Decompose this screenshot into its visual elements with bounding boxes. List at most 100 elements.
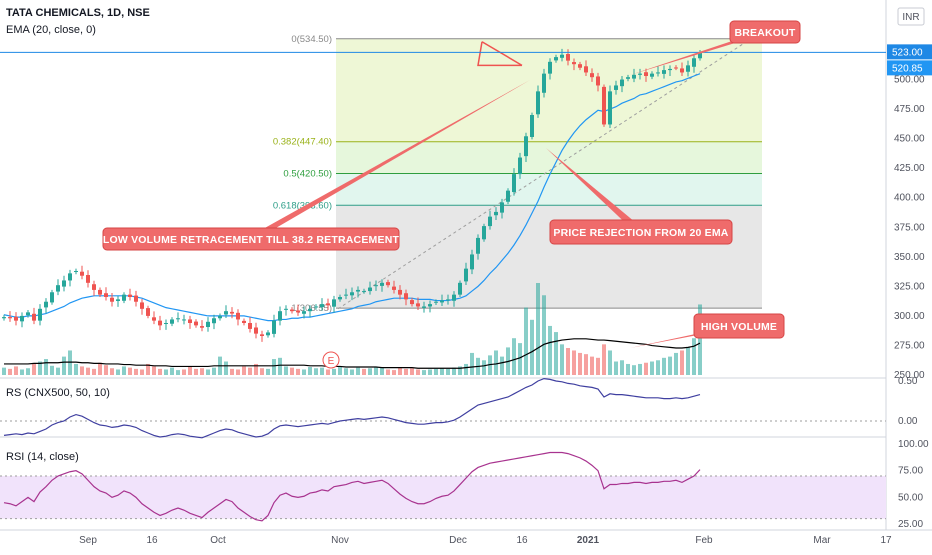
price-axis[interactable]: 250.00 275.00 300.00 325.00 350.00 375.00 400.…: [887, 44, 932, 530]
candle-body: [668, 68, 672, 71]
volume-bar: [206, 369, 210, 375]
candle-body: [536, 91, 540, 115]
candle-body: [500, 202, 504, 213]
volume-bar: [326, 369, 330, 375]
candle-body: [284, 308, 288, 310]
candle-body: [398, 289, 402, 295]
volume-bar: [80, 366, 84, 375]
candle-body: [140, 302, 144, 309]
candle-body: [290, 309, 294, 312]
volume-bar: [164, 369, 168, 375]
fibonacci-levels: 0(534.50) 0.382(447.40) 0.5(420.50) 0.618(3…: [273, 34, 762, 314]
volume-bar: [170, 367, 174, 375]
volume-bar: [194, 368, 198, 375]
volume-bar: [698, 304, 702, 375]
price-tick: 400.00: [894, 193, 925, 204]
volume-bar: [668, 356, 672, 375]
candle-body: [194, 321, 198, 326]
candle-body: [260, 334, 264, 336]
volume-bar: [692, 338, 696, 375]
volume-bar: [374, 367, 378, 375]
volume-bar: [452, 367, 456, 375]
candle-body: [212, 318, 216, 324]
candle-body: [650, 73, 654, 77]
annotation-box[interactable]: [729, 20, 801, 44]
volume-bar: [410, 368, 414, 375]
volume-bar: [284, 366, 288, 375]
candle-body: [374, 285, 378, 287]
volume-bar: [314, 368, 318, 375]
volume-bar: [554, 332, 558, 375]
candle-body: [386, 282, 390, 286]
fib-label-2: 0.5(420.50): [283, 169, 332, 180]
candle-body: [464, 268, 468, 282]
price-tick: 325.00: [894, 281, 925, 292]
volume-bar: [512, 338, 516, 375]
rs-line: [3, 377, 701, 439]
volume-bar: [68, 350, 72, 375]
fib-label-4: 1(306.55): [291, 303, 332, 314]
volume-bar: [620, 360, 624, 375]
candle-body: [560, 54, 564, 58]
candle-body: [320, 304, 324, 308]
volume-bar: [398, 367, 402, 375]
ema-legend: EMA (20, close, 0): [6, 24, 96, 36]
time-tick: Feb: [695, 535, 713, 546]
candle-body: [422, 306, 426, 308]
annotation-box[interactable]: [693, 313, 785, 339]
candle-body: [164, 323, 168, 324]
price-tick: 450.00: [894, 134, 925, 145]
volume-bar: [386, 369, 390, 375]
volume-bar: [500, 356, 504, 375]
candle-body: [602, 86, 606, 125]
volume-bar: [254, 363, 258, 375]
volume-bar: [686, 347, 690, 375]
annotation-box[interactable]: [102, 227, 400, 251]
trendline-dashed: [337, 38, 751, 310]
candle-body: [308, 308, 312, 312]
candle-body: [698, 52, 702, 59]
earnings-marker-icon[interactable]: [322, 351, 340, 369]
candle-body: [32, 313, 36, 321]
volume-bar: [146, 363, 150, 375]
candle-body: [572, 62, 576, 65]
volume-bar: [92, 368, 96, 375]
candle-body: [80, 271, 84, 276]
volume-bar: [344, 368, 348, 375]
ema-price-value: 520.85: [892, 63, 923, 74]
volume-bar: [176, 370, 180, 375]
volume-bar: [524, 307, 528, 375]
candle-body: [578, 64, 582, 68]
volume-bar: [560, 344, 564, 375]
volume-bar: [572, 350, 576, 375]
time-axis[interactable]: Sep 16 Oct Nov Dec 16 2021 Feb Mar 17: [79, 535, 892, 546]
volume-bar: [536, 283, 540, 375]
candle-body: [278, 311, 282, 321]
annotations: BREAKOUT LOW VOLUME RETRACEMENT TILL 38.2…: [102, 20, 801, 348]
candle-body: [98, 289, 102, 295]
candle-body: [38, 308, 42, 321]
candle-body: [626, 77, 630, 79]
candle-body: [362, 291, 366, 293]
volume-bar: [404, 368, 408, 375]
candle-body: [134, 295, 138, 302]
volume-bar: [14, 366, 18, 375]
fib-label-3: 0.618(393.60): [273, 200, 332, 211]
candle-body: [410, 300, 414, 305]
volume-bar: [122, 366, 126, 375]
annotation-box[interactable]: [549, 219, 733, 245]
ema-price-tag[interactable]: [887, 60, 932, 76]
candle-body: [332, 299, 336, 307]
volume-bar: [566, 348, 570, 375]
volume-bar: [320, 367, 324, 375]
volume-bar: [332, 368, 336, 375]
candle-body: [200, 326, 204, 328]
volume-bar: [308, 367, 312, 375]
candle-body: [590, 73, 594, 78]
current-price-tag[interactable]: [887, 44, 932, 60]
rs-pane: [0, 377, 886, 439]
currency-badge[interactable]: [897, 7, 925, 26]
candle-body: [638, 73, 642, 75]
rsi-pane: [0, 451, 886, 522]
